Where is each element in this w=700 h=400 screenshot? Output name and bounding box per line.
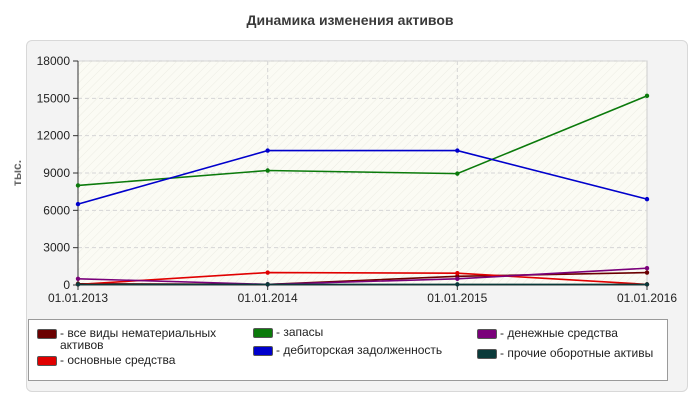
data-point	[455, 282, 460, 287]
data-point	[455, 270, 460, 276]
tick-labels: 0 3000 6000 9000 12000 15000 18000 01.01.2013 01…	[37, 54, 678, 305]
legend-item: - основные средства	[37, 354, 175, 366]
series-lines	[75, 93, 650, 287]
y-tick-label: 9000	[43, 166, 70, 180]
legend-label: - основные средства	[60, 353, 176, 367]
chart-title: Динамика изменения активов	[246, 12, 454, 28]
y-axis-title: тыс.	[10, 160, 24, 186]
data-point	[644, 196, 650, 202]
y-tick-label: 0	[63, 278, 70, 292]
y-tick-label: 12000	[37, 129, 71, 143]
data-point	[265, 282, 270, 287]
y-tick-label: 15000	[37, 91, 71, 105]
x-tick-label: 01.01.2013	[48, 291, 108, 305]
legend-item: - денежные средства	[477, 327, 618, 339]
legend-label: - прочие оборотные активы	[500, 346, 654, 360]
x-tick-label: 01.01.2014	[238, 291, 298, 305]
legend-item: - все виды нематериальных активов	[37, 327, 216, 351]
legend-swatch	[253, 346, 273, 356]
legend-item: - прочие оборотные активы	[477, 347, 653, 359]
data-point	[644, 93, 650, 99]
data-point	[455, 148, 460, 153]
data-point	[644, 266, 650, 271]
legend-swatch	[37, 356, 57, 366]
legend-label: - запасы	[276, 325, 324, 339]
data-point	[265, 168, 270, 173]
data-point	[644, 282, 650, 287]
legend-swatch	[477, 329, 497, 339]
data-point	[265, 148, 270, 153]
y-tick-label: 3000	[43, 241, 70, 255]
legend-label: - дебиторская задолженность	[276, 343, 443, 357]
series-line-4	[77, 149, 648, 205]
legend-item: - дебиторская задолженность	[253, 344, 442, 356]
legend: - все виды нематериальных активов - основ…	[28, 319, 668, 381]
legend-label: - денежные средства	[500, 326, 618, 340]
x-tick-label: 01.01.2015	[427, 291, 487, 305]
data-point	[265, 270, 270, 275]
legend-swatch	[253, 328, 273, 338]
legend-swatch	[37, 329, 57, 339]
legend-swatch	[477, 349, 497, 359]
legend-label: - все виды нематериальных активов	[60, 326, 217, 352]
data-point	[455, 171, 460, 176]
legend-item: - запасы	[253, 326, 323, 338]
data-point	[75, 276, 81, 281]
y-tick-label: 6000	[43, 203, 70, 217]
series-line-2	[77, 271, 648, 286]
data-point	[75, 201, 81, 207]
data-point	[75, 183, 81, 188]
data-point	[75, 282, 81, 287]
y-tick-label: 18000	[37, 54, 71, 68]
data-point	[644, 270, 650, 275]
series-line-5	[77, 267, 648, 286]
x-tick-label: 01.01.2016	[617, 291, 677, 305]
data-point	[455, 276, 460, 281]
